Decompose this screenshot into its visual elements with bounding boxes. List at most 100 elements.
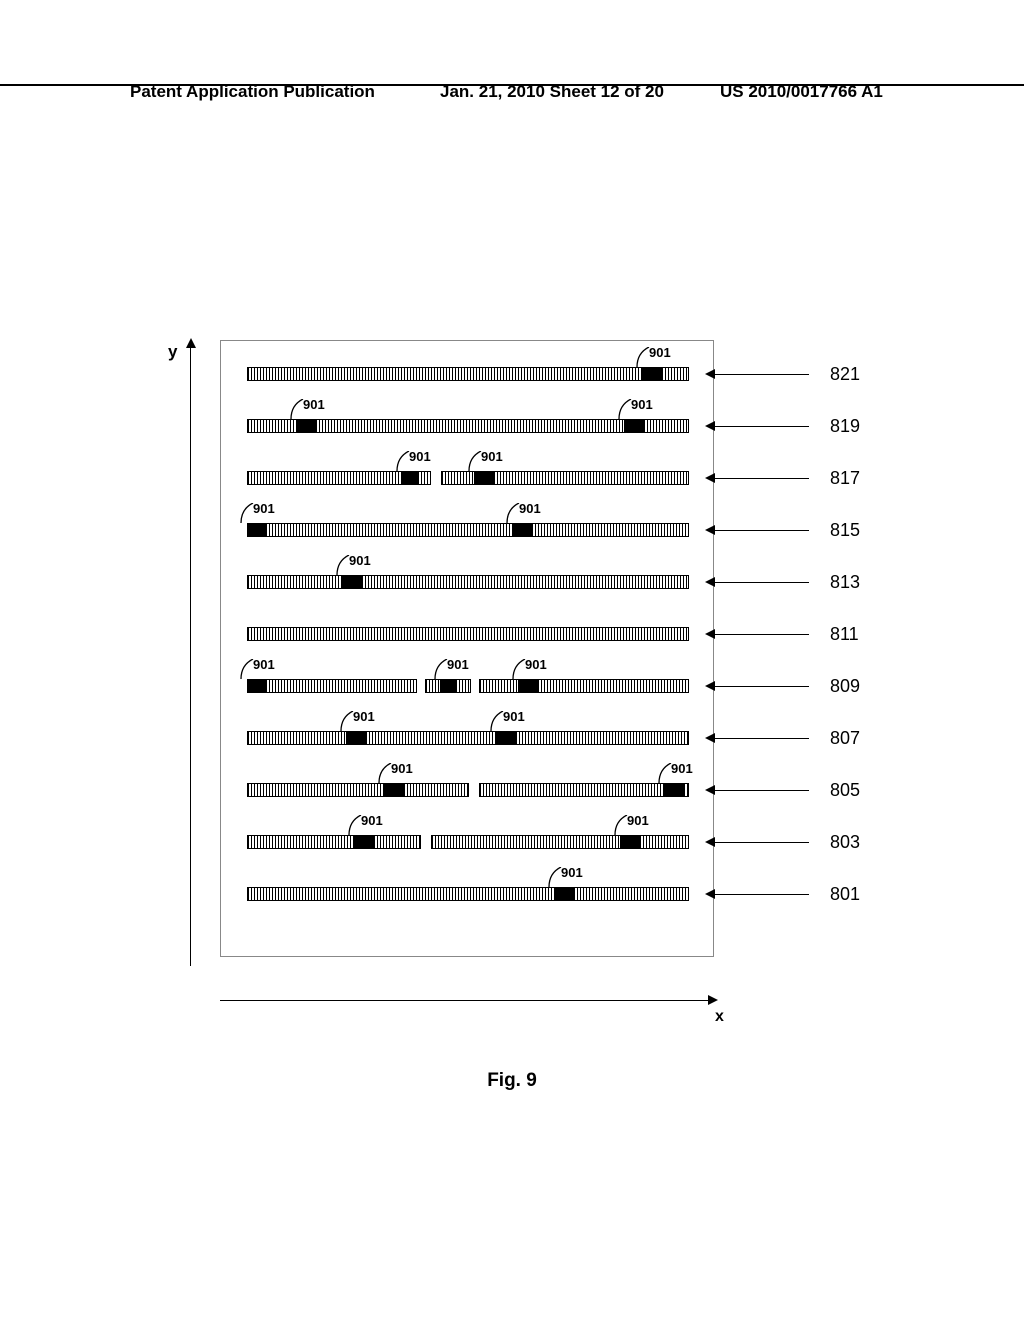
reference-callout: 901 — [525, 657, 547, 672]
marker-block — [247, 523, 265, 537]
marker-block — [621, 835, 639, 849]
hatched-bar — [373, 835, 421, 849]
hatched-bar — [315, 419, 625, 433]
row-pointer-arrow — [705, 473, 715, 483]
reference-callout: 901 — [361, 813, 383, 828]
hatched-bar — [479, 783, 665, 797]
row-reference-number: 821 — [830, 364, 860, 385]
reference-callout: 901 — [391, 761, 413, 776]
reference-callout: 901 — [253, 501, 275, 516]
row-leader-line — [715, 478, 809, 479]
hatched-bar — [537, 679, 689, 693]
row-reference-number: 807 — [830, 728, 860, 749]
reference-callout: 901 — [253, 657, 275, 672]
reference-callout: 901 — [631, 397, 653, 412]
reference-callout: 901 — [349, 553, 371, 568]
marker-block — [247, 679, 265, 693]
patent-header: Patent Application Publication Jan. 21, … — [0, 82, 1024, 86]
marker-block — [497, 731, 515, 745]
row-leader-line — [715, 634, 809, 635]
row-pointer-arrow — [705, 837, 715, 847]
marker-block — [355, 835, 373, 849]
layout-row: 901 — [247, 367, 689, 381]
y-axis-label: y — [168, 342, 177, 362]
reference-callout: 901 — [671, 761, 693, 776]
reference-callout: 901 — [561, 865, 583, 880]
row-leader-line — [715, 790, 809, 791]
reference-callout: 901 — [409, 449, 431, 464]
row-reference-number: 811 — [830, 624, 859, 645]
y-axis-arrowhead — [186, 338, 196, 348]
marker-block — [665, 783, 683, 797]
row-leader-line — [715, 842, 809, 843]
hatched-bar — [425, 679, 441, 693]
hatched-bar — [479, 679, 519, 693]
hatched-bar — [247, 783, 385, 797]
layout-row: 901901 — [247, 835, 689, 849]
row-pointer-arrow — [705, 681, 715, 691]
reference-callout: 901 — [503, 709, 525, 724]
hatched-bar — [247, 835, 355, 849]
row-leader-line — [715, 686, 809, 687]
marker-block — [519, 679, 537, 693]
row-reference-number: 805 — [830, 780, 860, 801]
marker-block — [441, 679, 455, 693]
hatched-bar — [683, 783, 689, 797]
figure-caption: Fig. 9 — [0, 1070, 1024, 1092]
hatched-bar — [247, 627, 689, 641]
row-leader-line — [715, 582, 809, 583]
hatched-bar — [417, 471, 431, 485]
row-pointer-arrow — [705, 369, 715, 379]
row-reference-number: 801 — [830, 884, 860, 905]
hatched-bar — [247, 367, 643, 381]
diagram-frame: 9019019019019019019019019019019019019019… — [220, 340, 714, 957]
row-pointer-arrow — [705, 629, 715, 639]
marker-block — [403, 471, 417, 485]
row-pointer-arrow — [705, 889, 715, 899]
row-leader-line — [715, 426, 809, 427]
marker-block — [513, 523, 531, 537]
header-pub-number: US 2010/0017766 A1 — [720, 82, 883, 102]
hatched-bar — [493, 471, 689, 485]
reference-callout: 901 — [627, 813, 649, 828]
hatched-bar — [661, 367, 689, 381]
row-pointer-arrow — [705, 421, 715, 431]
hatched-bar — [265, 523, 513, 537]
hatched-bar — [247, 887, 555, 901]
hatched-bar — [265, 679, 417, 693]
reference-callout: 901 — [303, 397, 325, 412]
hatched-bar — [247, 471, 403, 485]
row-pointer-arrow — [705, 525, 715, 535]
hatched-bar — [403, 783, 469, 797]
layout-row: 901901 — [247, 523, 689, 537]
layout-row: 901 — [247, 887, 689, 901]
row-reference-number: 817 — [830, 468, 860, 489]
reference-callout: 901 — [447, 657, 469, 672]
row-reference-number: 809 — [830, 676, 860, 697]
y-axis-line — [190, 346, 191, 966]
layout-row: 901901 — [247, 731, 689, 745]
row-leader-line — [715, 738, 809, 739]
hatched-bar — [247, 575, 343, 589]
row-reference-number: 803 — [830, 832, 860, 853]
hatched-bar — [365, 731, 497, 745]
row-leader-line — [715, 374, 809, 375]
hatched-bar — [573, 887, 689, 901]
hatched-bar — [515, 731, 689, 745]
row-pointer-arrow — [705, 577, 715, 587]
layout-row: 901901 — [247, 419, 689, 433]
marker-block — [297, 419, 315, 433]
reference-callout: 901 — [519, 501, 541, 516]
marker-block — [343, 575, 361, 589]
header-date-sheet: Jan. 21, 2010 Sheet 12 of 20 — [440, 82, 664, 102]
layout-row: 901901901 — [247, 679, 689, 693]
row-reference-number: 813 — [830, 572, 860, 593]
marker-block — [625, 419, 643, 433]
hatched-bar — [441, 471, 475, 485]
row-pointer-arrow — [705, 785, 715, 795]
layout-row: 901901 — [247, 783, 689, 797]
row-reference-number: 819 — [830, 416, 860, 437]
hatched-bar — [643, 419, 689, 433]
row-reference-number: 815 — [830, 520, 860, 541]
x-axis-line — [220, 1000, 710, 1001]
